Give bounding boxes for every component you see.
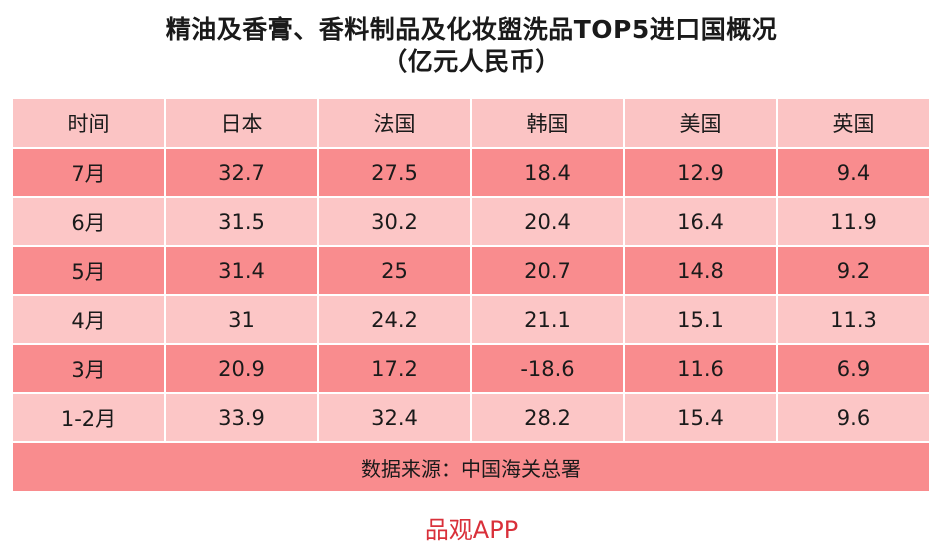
table-row: 4月 31 24.2 21.1 15.1 11.3: [11, 294, 931, 345]
table-cell: 28.2: [470, 392, 625, 443]
table-cell: 32.7: [164, 147, 319, 198]
table-cell: 11.9: [776, 196, 931, 247]
table-source-row: 数据来源：中国海关总署: [11, 441, 931, 493]
table-header-row: 时间 日本 法国 韩国 美国 英国: [11, 97, 931, 149]
header-cell-uk: 英国: [776, 97, 931, 149]
table-cell: 32.4: [317, 392, 472, 443]
data-table: 时间 日本 法国 韩国 美国 英国 7月 32.7 27.5 18.4 12.9…: [11, 97, 931, 493]
table-cell: 31: [164, 294, 319, 345]
table-cell: 9.4: [776, 147, 931, 198]
header-cell-time: 时间: [11, 97, 166, 149]
table-cell: 31.5: [164, 196, 319, 247]
table-cell: 6.9: [776, 343, 931, 394]
table-cell: 11.3: [776, 294, 931, 345]
table-cell: 9.6: [776, 392, 931, 443]
table-cell: 27.5: [317, 147, 472, 198]
table-row: 5月 31.4 25 20.7 14.8 9.2: [11, 245, 931, 296]
header-cell-korea: 韩国: [470, 97, 625, 149]
table-cell: 6月: [11, 196, 166, 247]
table-cell: 20.9: [164, 343, 319, 394]
table-row: 7月 32.7 27.5 18.4 12.9 9.4: [11, 147, 931, 198]
brand-watermark: 品观APP: [424, 516, 519, 544]
table-title: 精油及香膏、香料制品及化妆盥洗品TOP5进口国概况 （亿元人民币）: [0, 14, 943, 78]
table-cell: 15.4: [623, 392, 778, 443]
table-cell: 14.8: [623, 245, 778, 296]
table-cell: 18.4: [470, 147, 625, 198]
table-cell: -18.6: [470, 343, 625, 394]
table-cell: 11.6: [623, 343, 778, 394]
table-cell: 20.4: [470, 196, 625, 247]
table-cell: 9.2: [776, 245, 931, 296]
table-cell: 4月: [11, 294, 166, 345]
header-cell-japan: 日本: [164, 97, 319, 149]
title-line-1: 精油及香膏、香料制品及化妆盥洗品TOP5进口国概况: [165, 15, 778, 44]
table-cell: 12.9: [623, 147, 778, 198]
data-source-note: 数据来源：中国海关总署: [11, 441, 931, 493]
header-cell-france: 法国: [317, 97, 472, 149]
table-cell: 7月: [11, 147, 166, 198]
import-table: 时间 日本 法国 韩国 美国 英国 7月 32.7 27.5 18.4 12.9…: [11, 97, 931, 507]
table-cell: 33.9: [164, 392, 319, 443]
table-cell: 21.1: [470, 294, 625, 345]
table-cell: 30.2: [317, 196, 472, 247]
table-cell: 1-2月: [11, 392, 166, 443]
header-cell-usa: 美国: [623, 97, 778, 149]
table-cell: 16.4: [623, 196, 778, 247]
table-cell: 17.2: [317, 343, 472, 394]
table-row: 6月 31.5 30.2 20.4 16.4 11.9: [11, 196, 931, 247]
table-row: 1-2月 33.9 32.4 28.2 15.4 9.6: [11, 392, 931, 443]
title-line-2: （亿元人民币）: [382, 47, 561, 76]
table-cell: 3月: [11, 343, 166, 394]
table-cell: 24.2: [317, 294, 472, 345]
table-cell: 15.1: [623, 294, 778, 345]
table-cell: 25: [317, 245, 472, 296]
table-cell: 20.7: [470, 245, 625, 296]
table-cell: 31.4: [164, 245, 319, 296]
table-row: 3月 20.9 17.2 -18.6 11.6 6.9: [11, 343, 931, 394]
table-cell: 5月: [11, 245, 166, 296]
